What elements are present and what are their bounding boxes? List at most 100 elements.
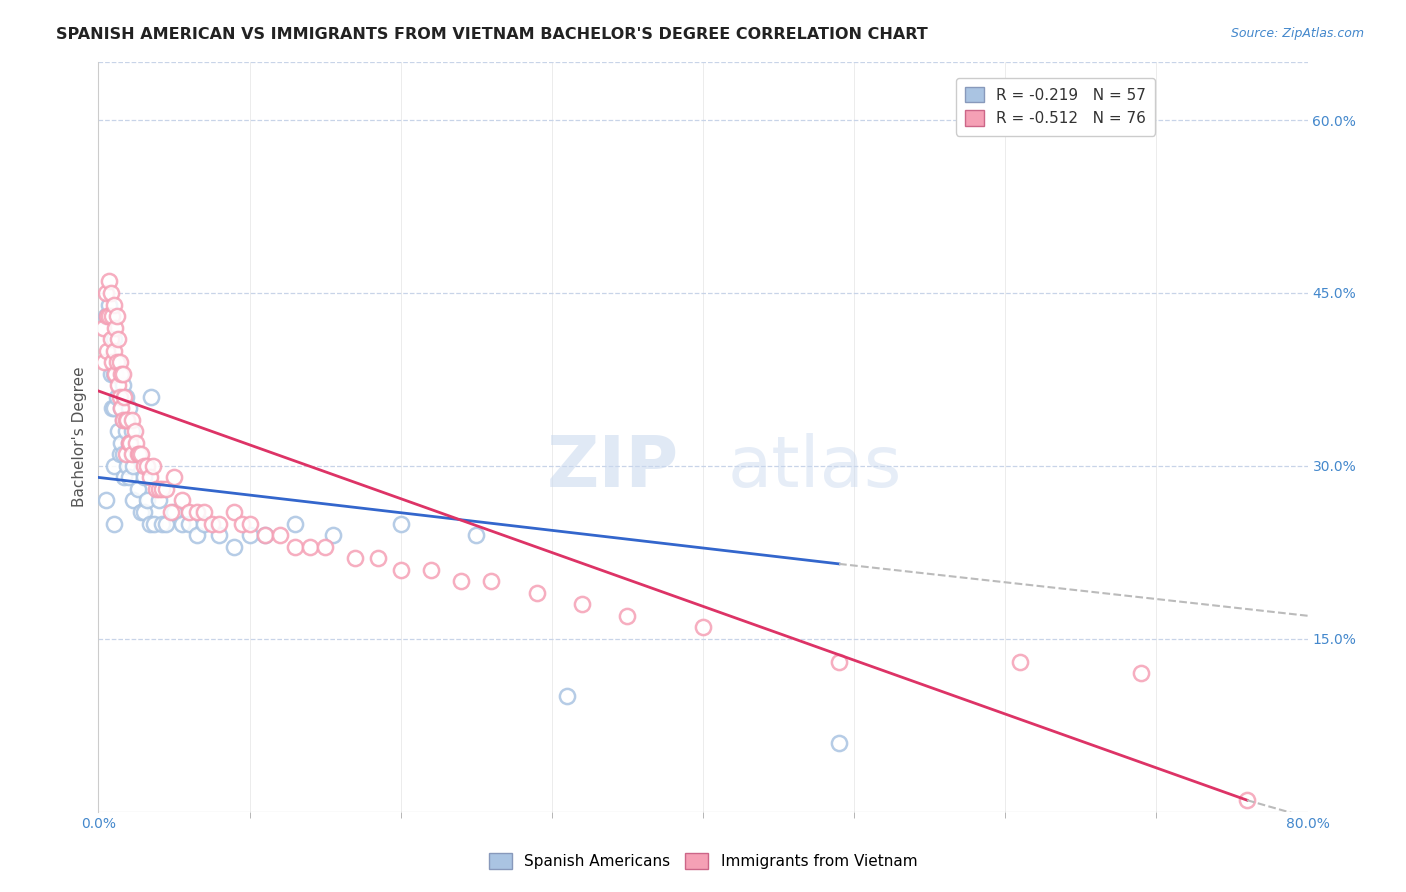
Point <box>103 367 125 381</box>
Point <box>103 332 125 346</box>
Point <box>114 390 136 404</box>
Point <box>94 285 117 300</box>
Point <box>1010 655 1032 669</box>
Point <box>450 574 472 589</box>
Point <box>253 528 276 542</box>
Point <box>120 435 142 450</box>
Point <box>129 505 152 519</box>
Point <box>121 447 143 461</box>
Point <box>420 563 443 577</box>
Point <box>141 390 163 404</box>
Point <box>121 413 143 427</box>
Point <box>111 413 134 427</box>
Point <box>1236 793 1258 807</box>
Point <box>125 447 148 461</box>
Point <box>389 563 412 577</box>
Point <box>828 735 851 749</box>
Point <box>110 367 132 381</box>
Point <box>103 343 125 358</box>
Point <box>367 551 389 566</box>
Text: Source: ZipAtlas.com: Source: ZipAtlas.com <box>1230 27 1364 40</box>
Point <box>103 297 125 311</box>
Point <box>201 516 224 531</box>
Point <box>526 585 548 599</box>
Point <box>571 597 593 611</box>
Legend: R = -0.219   N = 57, R = -0.512   N = 76: R = -0.219 N = 57, R = -0.512 N = 76 <box>956 78 1154 136</box>
Point <box>105 390 128 404</box>
Point <box>239 528 262 542</box>
Point <box>828 655 851 669</box>
Point <box>118 435 141 450</box>
Point <box>142 458 165 473</box>
Point <box>103 516 125 531</box>
Point <box>163 470 186 484</box>
Point <box>98 275 121 289</box>
Point <box>135 493 157 508</box>
Point <box>94 309 117 323</box>
Point <box>179 516 201 531</box>
Point <box>105 355 128 369</box>
Point <box>150 516 173 531</box>
Point <box>114 425 136 439</box>
Point <box>101 309 124 323</box>
Point <box>91 320 114 334</box>
Point <box>269 528 291 542</box>
Point <box>389 516 412 531</box>
Point <box>111 447 134 461</box>
Point <box>107 332 129 346</box>
Point <box>139 470 162 484</box>
Point <box>170 493 193 508</box>
Point <box>118 401 141 416</box>
Point <box>101 401 124 416</box>
Point <box>135 458 157 473</box>
Point <box>96 309 118 323</box>
Point <box>122 458 145 473</box>
Point <box>132 505 155 519</box>
Point <box>104 367 127 381</box>
Point <box>108 447 131 461</box>
Point <box>122 493 145 508</box>
Point <box>121 425 143 439</box>
Point <box>616 608 638 623</box>
Point <box>155 482 177 496</box>
Text: atlas: atlas <box>727 433 901 501</box>
Point <box>112 470 135 484</box>
Point <box>115 413 138 427</box>
Point <box>224 540 246 554</box>
Point <box>208 528 231 542</box>
Point <box>160 505 183 519</box>
Y-axis label: Bachelor's Degree: Bachelor's Degree <box>72 367 87 508</box>
Point <box>110 401 132 416</box>
Point <box>100 285 122 300</box>
Point <box>105 309 128 323</box>
Text: SPANISH AMERICAN VS IMMIGRANTS FROM VIETNAM BACHELOR'S DEGREE CORRELATION CHART: SPANISH AMERICAN VS IMMIGRANTS FROM VIET… <box>56 27 928 42</box>
Point <box>94 493 117 508</box>
Point <box>107 425 129 439</box>
Point <box>108 390 131 404</box>
Point <box>124 425 146 439</box>
Point <box>148 493 170 508</box>
Point <box>98 297 121 311</box>
Point <box>110 367 132 381</box>
Point <box>100 367 122 381</box>
Point <box>115 458 138 473</box>
Point <box>186 505 208 519</box>
Point <box>481 574 503 589</box>
Point <box>193 516 215 531</box>
Point <box>96 343 118 358</box>
Point <box>193 505 215 519</box>
Point <box>163 505 186 519</box>
Point <box>125 435 148 450</box>
Point <box>110 401 132 416</box>
Point <box>322 528 344 542</box>
Text: ZIP: ZIP <box>547 433 679 501</box>
Point <box>314 540 336 554</box>
Point <box>127 447 149 461</box>
Point <box>208 516 231 531</box>
Point <box>170 516 193 531</box>
Point <box>108 355 131 369</box>
Point <box>1130 666 1153 681</box>
Point <box>129 447 152 461</box>
Point <box>127 482 149 496</box>
Point <box>132 458 155 473</box>
